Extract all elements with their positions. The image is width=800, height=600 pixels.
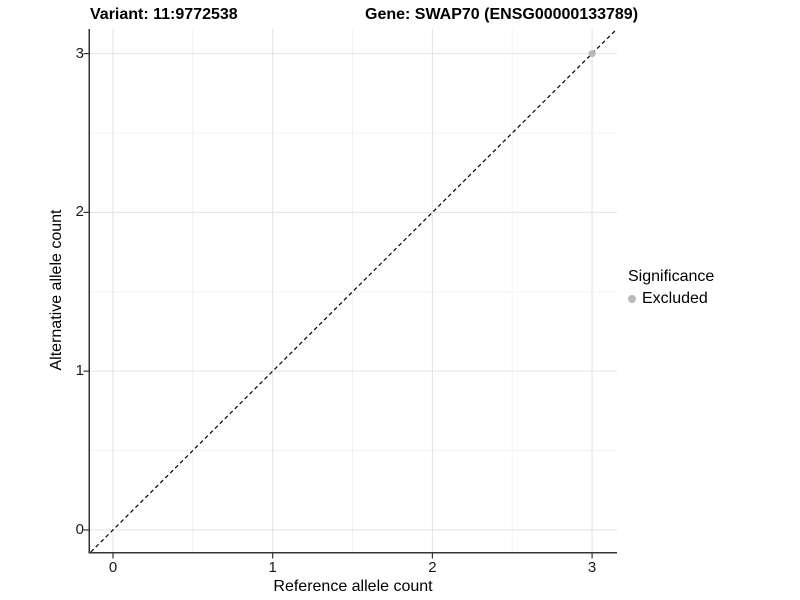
y-tick-label: 2 (75, 203, 84, 221)
data-point (588, 50, 596, 58)
legend-item-label: Excluded (642, 290, 708, 307)
variant-title: Variant: 11:9772538 (90, 6, 238, 23)
gene-title: Gene: SWAP70 (ENSG00000133789) (365, 6, 639, 23)
x-tick-label: 1 (268, 559, 277, 576)
x-tick-label: 2 (428, 559, 437, 576)
legend-item-excluded: Excluded (628, 290, 714, 308)
legend-point-icon (628, 295, 636, 303)
legend: Significance Excluded (628, 268, 714, 308)
x-tick-label: 0 (108, 559, 118, 576)
legend-title: Significance (628, 268, 715, 285)
identity-dashed-line (90, 28, 618, 553)
y-tick-label: 1 (75, 362, 84, 380)
x-axis-title: Reference allele count (273, 578, 433, 595)
y-tick-label: 3 (75, 44, 84, 62)
y-tick-label: 0 (75, 520, 84, 538)
x-tick-label: 3 (587, 559, 597, 576)
